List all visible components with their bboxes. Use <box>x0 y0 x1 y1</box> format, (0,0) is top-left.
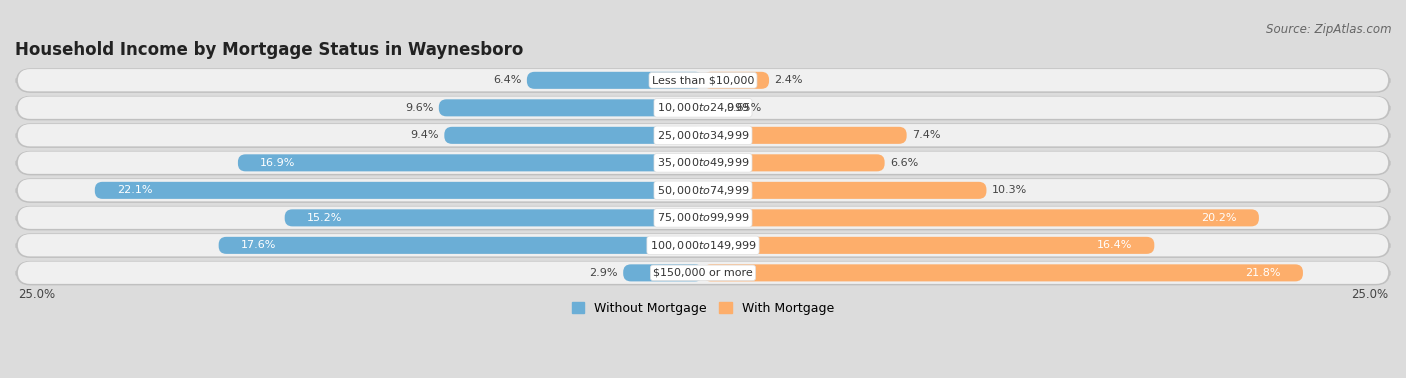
Text: 2.4%: 2.4% <box>775 75 803 85</box>
FancyBboxPatch shape <box>18 96 1388 119</box>
FancyBboxPatch shape <box>623 264 703 281</box>
FancyBboxPatch shape <box>703 209 1258 226</box>
Text: $10,000 to $24,999: $10,000 to $24,999 <box>657 101 749 114</box>
FancyBboxPatch shape <box>18 234 1388 256</box>
Text: 15.2%: 15.2% <box>307 213 342 223</box>
Text: 9.4%: 9.4% <box>411 130 439 140</box>
FancyBboxPatch shape <box>17 69 1389 92</box>
Text: 25.0%: 25.0% <box>1351 288 1388 301</box>
FancyBboxPatch shape <box>17 262 1389 285</box>
FancyBboxPatch shape <box>238 154 703 171</box>
FancyBboxPatch shape <box>94 182 703 199</box>
FancyBboxPatch shape <box>444 127 703 144</box>
Text: Source: ZipAtlas.com: Source: ZipAtlas.com <box>1267 23 1392 36</box>
FancyBboxPatch shape <box>17 206 1389 230</box>
Text: $25,000 to $34,999: $25,000 to $34,999 <box>657 129 749 142</box>
Text: $150,000 or more: $150,000 or more <box>654 268 752 278</box>
Text: 7.4%: 7.4% <box>912 130 941 140</box>
FancyBboxPatch shape <box>703 237 1154 254</box>
FancyBboxPatch shape <box>703 182 987 199</box>
Text: 17.6%: 17.6% <box>240 240 276 250</box>
FancyBboxPatch shape <box>18 152 1388 174</box>
FancyBboxPatch shape <box>703 127 907 144</box>
Text: Household Income by Mortgage Status in Waynesboro: Household Income by Mortgage Status in W… <box>15 42 523 59</box>
FancyBboxPatch shape <box>439 99 703 116</box>
Text: 0.65%: 0.65% <box>727 103 762 113</box>
Text: 16.9%: 16.9% <box>260 158 295 168</box>
Text: $75,000 to $99,999: $75,000 to $99,999 <box>657 211 749 225</box>
FancyBboxPatch shape <box>703 72 769 89</box>
Text: 25.0%: 25.0% <box>18 288 55 301</box>
FancyBboxPatch shape <box>527 72 703 89</box>
FancyBboxPatch shape <box>18 124 1388 146</box>
FancyBboxPatch shape <box>18 206 1388 229</box>
FancyBboxPatch shape <box>17 96 1389 120</box>
Text: 10.3%: 10.3% <box>993 185 1028 195</box>
Text: Less than $10,000: Less than $10,000 <box>652 75 754 85</box>
FancyBboxPatch shape <box>284 209 703 226</box>
Text: 6.4%: 6.4% <box>494 75 522 85</box>
Text: 9.6%: 9.6% <box>405 103 433 113</box>
Text: $50,000 to $74,999: $50,000 to $74,999 <box>657 184 749 197</box>
FancyBboxPatch shape <box>18 179 1388 201</box>
FancyBboxPatch shape <box>703 264 1303 281</box>
FancyBboxPatch shape <box>17 152 1389 175</box>
Text: $35,000 to $49,999: $35,000 to $49,999 <box>657 156 749 169</box>
FancyBboxPatch shape <box>18 262 1388 284</box>
Text: $100,000 to $149,999: $100,000 to $149,999 <box>650 239 756 252</box>
Text: 2.9%: 2.9% <box>589 268 617 278</box>
FancyBboxPatch shape <box>17 124 1389 147</box>
FancyBboxPatch shape <box>17 179 1389 202</box>
FancyBboxPatch shape <box>703 154 884 171</box>
FancyBboxPatch shape <box>18 69 1388 91</box>
Text: 16.4%: 16.4% <box>1097 240 1132 250</box>
Text: 21.8%: 21.8% <box>1246 268 1281 278</box>
Text: 6.6%: 6.6% <box>890 158 918 168</box>
Text: 22.1%: 22.1% <box>117 185 152 195</box>
Legend: Without Mortgage, With Mortgage: Without Mortgage, With Mortgage <box>567 297 839 320</box>
FancyBboxPatch shape <box>17 234 1389 257</box>
FancyBboxPatch shape <box>219 237 703 254</box>
Text: 20.2%: 20.2% <box>1201 213 1237 223</box>
FancyBboxPatch shape <box>703 99 721 116</box>
